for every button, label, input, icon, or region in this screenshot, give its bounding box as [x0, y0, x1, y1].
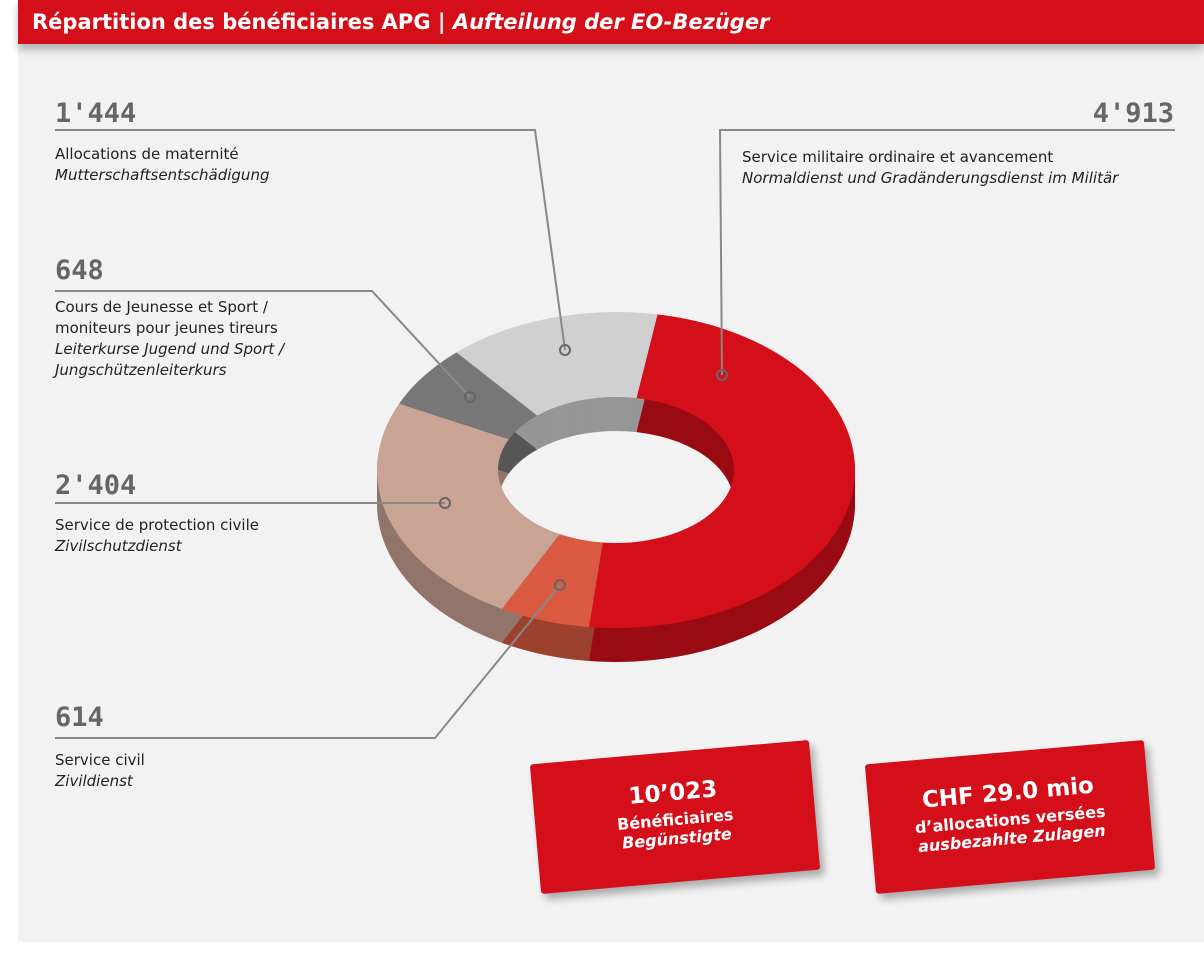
category-de: Mutterschaftsentschädigung: [55, 166, 270, 184]
title: Répartition des bénéficiaires APG: [32, 10, 431, 34]
category-label: Allocations de maternité Mutterschaftsent…: [55, 144, 355, 186]
category-label: Cours de Jeunesse et Sport / moniteurs p…: [55, 297, 310, 381]
leader-line: [55, 584, 561, 739]
leader-dot: [716, 369, 728, 381]
value-label: 614: [55, 702, 104, 733]
value-label: 2'404: [55, 470, 137, 501]
header: Répartition des bénéficiaires APG | Auft…: [18, 0, 1204, 44]
value-label: 4'913: [1092, 98, 1174, 129]
category-label: Service de protection civile Zivilschutzd…: [55, 515, 355, 557]
leader-line: [718, 129, 1175, 376]
category-de: Normaldienst und Gradänderungsdienst im …: [742, 169, 1119, 187]
leader-dot: [554, 579, 566, 591]
callout: CHF 29.0 mio d’allocations versées ausbeza…: [864, 740, 1156, 894]
category-fr: Allocations de maternité: [55, 145, 239, 163]
category-fr: Service civil: [55, 751, 145, 769]
category-fr: Service militaire ordinaire et avancemen…: [742, 148, 1054, 166]
leader-line: [55, 129, 566, 351]
leader-dot: [464, 391, 476, 403]
slice: [589, 314, 856, 629]
leader-dot: [559, 344, 571, 356]
category-de: Leiterkurse Jugend und Sport / Jungschüt…: [55, 340, 285, 379]
subtitle: Aufteilung der EO-Bezüger: [452, 10, 770, 34]
category-fr: Cours de Jeunesse et Sport / moniteurs p…: [55, 298, 278, 337]
category-de: Zivilschutzdienst: [55, 537, 182, 555]
category-de: Zivildienst: [55, 772, 133, 790]
slice: [501, 534, 603, 627]
category-label: Service civil Zivildienst: [55, 750, 355, 792]
category-label: Service militaire ordinaire et avancemen…: [742, 147, 1192, 189]
slice: [456, 312, 658, 416]
category-fr: Service de protection civile: [55, 516, 259, 534]
callout: 10’023 Bénéficiaires Begünstigte: [529, 740, 821, 894]
slice: [376, 403, 560, 609]
value-label: 648: [55, 255, 104, 286]
value-label: 1'444: [55, 98, 137, 129]
leader-dot: [439, 497, 451, 509]
leader-line: [55, 290, 471, 398]
